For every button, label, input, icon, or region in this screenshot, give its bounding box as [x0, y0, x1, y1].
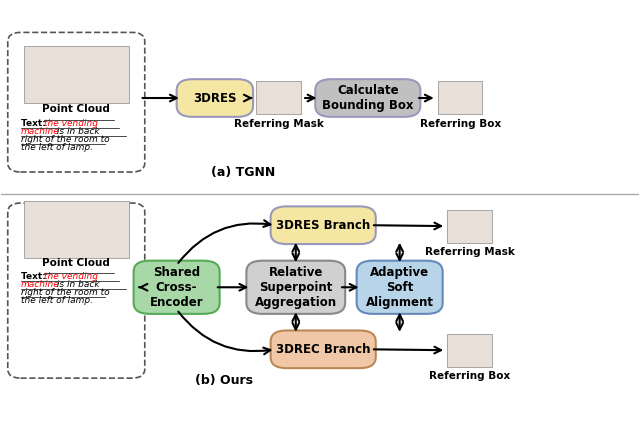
Text: 3DRES: 3DRES	[193, 91, 237, 104]
Text: Relative
Superpoint
Aggregation: Relative Superpoint Aggregation	[255, 266, 337, 309]
Bar	[24, 45, 129, 103]
Text: Calculate
Bounding Box: Calculate Bounding Box	[322, 84, 413, 112]
Text: Text:: Text:	[20, 272, 49, 281]
Text: right of the room to: right of the room to	[20, 135, 109, 144]
Bar	[438, 81, 483, 115]
Bar	[24, 201, 129, 259]
Text: Point Cloud: Point Cloud	[42, 104, 110, 114]
Bar	[447, 334, 492, 367]
FancyBboxPatch shape	[271, 206, 376, 244]
Text: Point Cloud: Point Cloud	[42, 258, 110, 268]
Bar	[447, 210, 492, 243]
Text: 3DRES Branch: 3DRES Branch	[276, 219, 371, 232]
Text: Referring Box: Referring Box	[420, 119, 501, 129]
FancyBboxPatch shape	[177, 79, 253, 117]
Text: Referring Mask: Referring Mask	[234, 119, 323, 129]
Text: Referring Box: Referring Box	[429, 372, 510, 381]
FancyBboxPatch shape	[134, 260, 220, 314]
Text: the left of lamp.: the left of lamp.	[20, 143, 93, 152]
Text: (b) Ours: (b) Ours	[195, 374, 253, 387]
FancyBboxPatch shape	[246, 260, 345, 314]
FancyBboxPatch shape	[8, 33, 145, 172]
Text: the vending: the vending	[44, 119, 98, 128]
Text: Text:: Text:	[20, 119, 49, 128]
Text: is in back: is in back	[54, 280, 99, 289]
FancyBboxPatch shape	[271, 330, 376, 368]
FancyBboxPatch shape	[356, 260, 443, 314]
Text: the vending: the vending	[44, 272, 98, 281]
Bar	[256, 81, 301, 115]
FancyBboxPatch shape	[316, 79, 420, 117]
Text: machine: machine	[20, 280, 60, 289]
Text: the left of lamp.: the left of lamp.	[20, 296, 93, 305]
Text: (a) TGNN: (a) TGNN	[211, 165, 276, 178]
Text: Referring Mask: Referring Mask	[425, 248, 515, 257]
Text: Shared
Cross-
Encoder: Shared Cross- Encoder	[150, 266, 204, 309]
Text: right of the room to: right of the room to	[20, 288, 109, 297]
Text: Adaptive
Soft
Alignment: Adaptive Soft Alignment	[365, 266, 434, 309]
FancyBboxPatch shape	[8, 203, 145, 378]
Text: is in back: is in back	[54, 127, 99, 136]
Text: machine: machine	[20, 127, 60, 136]
Text: 3DREC Branch: 3DREC Branch	[276, 343, 371, 356]
